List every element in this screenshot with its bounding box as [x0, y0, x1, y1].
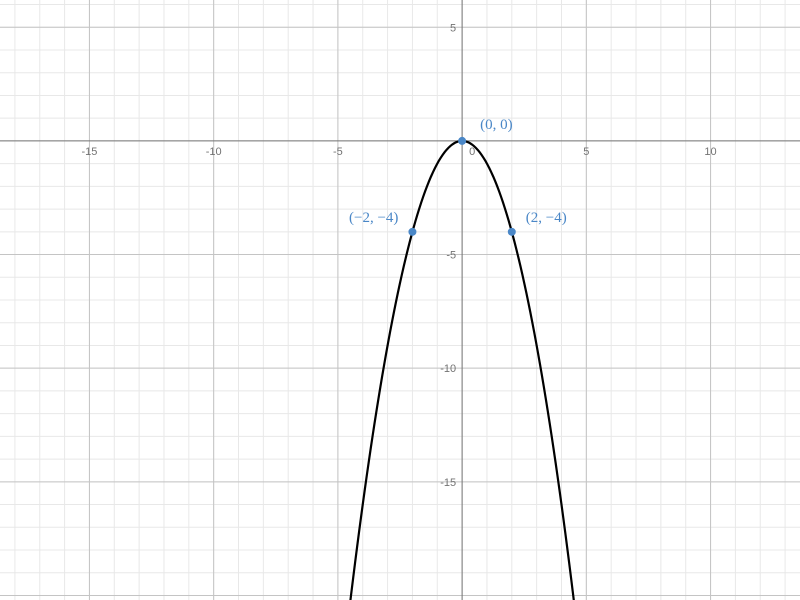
- point-label: (0, 0): [480, 117, 513, 133]
- x-tick-label: 5: [583, 146, 589, 158]
- point-label: (2, −4): [526, 210, 567, 226]
- x-tick-label: -10: [206, 146, 222, 158]
- y-tick-label: 5: [450, 22, 456, 34]
- x-tick-label: 10: [704, 146, 716, 158]
- plotted-point: [508, 228, 516, 236]
- y-tick-label: -10: [440, 363, 456, 375]
- plotted-point: [408, 228, 416, 236]
- y-tick-label: -15: [440, 477, 456, 489]
- x-tick-label: -15: [81, 146, 97, 158]
- plotted-point: [458, 137, 466, 145]
- point-label: (−2, −4): [349, 210, 398, 226]
- y-tick-label: -5: [446, 250, 456, 262]
- x-tick-label: -5: [333, 146, 343, 158]
- chart-svg: -15-10-505105-5-10-15(0, 0)(−2, −4)(2, −…: [0, 0, 800, 600]
- coordinate-plane: -15-10-505105-5-10-15(0, 0)(−2, −4)(2, −…: [0, 0, 800, 600]
